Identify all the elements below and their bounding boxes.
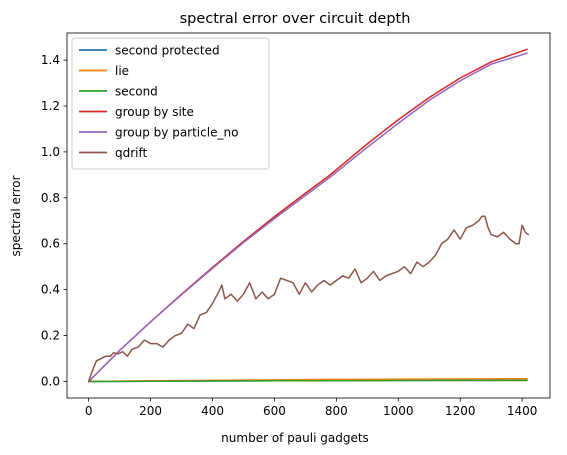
chart-title: spectral error over circuit depth: [180, 11, 411, 27]
x-tick-label: 800: [325, 404, 348, 418]
axes-frame: [66, 32, 551, 399]
y-axis-label: spectral error: [9, 175, 23, 256]
series-line-qdrift: [87, 215, 530, 383]
legend: second protected lie second group by site gr…: [71, 37, 270, 170]
legend-label: group by site: [115, 105, 194, 119]
x-tick-label: 1000: [383, 404, 414, 418]
legend-label: qdrift: [115, 146, 148, 160]
legend-label: group by particle_no: [115, 126, 238, 140]
series-lines: [87, 48, 530, 383]
x-tick-label: 1200: [445, 404, 476, 418]
series-line-second: [87, 379, 528, 383]
legend-label: second protected: [115, 44, 220, 58]
y-tick-label: 1.2: [41, 99, 60, 113]
y-tick-label: 1.4: [41, 53, 60, 67]
legend-label: second: [115, 85, 158, 99]
y-tick-label: 0.2: [41, 329, 60, 343]
legend-box: [71, 37, 270, 170]
y-tick-label: 0.8: [41, 191, 60, 205]
plot-area: 0 200 400 600 800 1000 1200 1400 0.0 0.2 0.4 0.6 0.8…: [41, 32, 551, 418]
x-tick-label: 200: [139, 404, 162, 418]
legend-label: lie: [115, 64, 129, 78]
y-tick-label: 1.0: [41, 145, 60, 159]
y-tick-label: 0.6: [41, 237, 60, 251]
y-tick-label: 0.4: [41, 283, 60, 297]
x-tick-label: 400: [201, 404, 224, 418]
y-tick-label: 0.0: [41, 374, 60, 388]
x-tick-label: 600: [263, 404, 286, 418]
series-line-group-by-particle-no: [87, 52, 528, 383]
x-tick-label: 0: [85, 404, 93, 418]
x-tick-label: 1400: [507, 404, 538, 418]
x-axis-label: number of pauli gadgets: [221, 431, 369, 445]
